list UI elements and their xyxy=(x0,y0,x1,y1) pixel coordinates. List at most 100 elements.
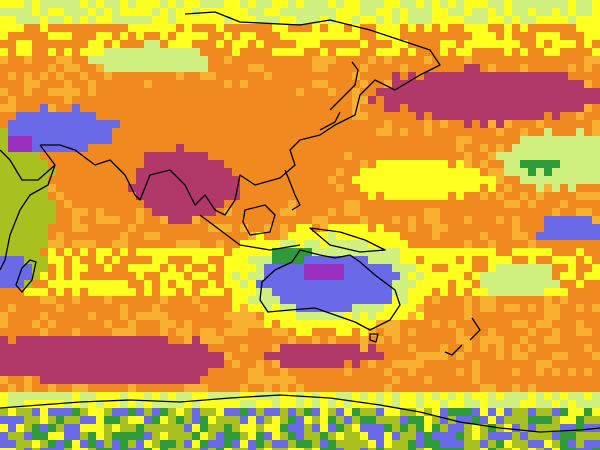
grid-cell xyxy=(520,32,528,40)
grid-cell xyxy=(96,336,104,344)
grid-cell xyxy=(80,120,88,128)
grid-cell xyxy=(320,432,328,440)
grid-cell xyxy=(72,336,80,344)
grid-cell xyxy=(552,408,560,416)
grid-cell xyxy=(464,408,472,416)
grid-cell xyxy=(96,32,104,40)
grid-cell xyxy=(328,296,336,304)
grid-cell xyxy=(568,360,576,368)
grid-cell xyxy=(376,64,384,72)
grid-cell xyxy=(480,96,488,104)
grid-cell xyxy=(512,224,520,232)
grid-cell xyxy=(288,208,296,216)
grid-cell xyxy=(32,248,40,256)
grid-cell xyxy=(328,96,336,104)
grid-cell xyxy=(176,144,184,152)
grid-cell xyxy=(104,208,112,216)
grid-cell xyxy=(496,88,504,96)
grid-cell xyxy=(168,8,176,16)
grid-cell xyxy=(240,336,248,344)
grid-cell xyxy=(24,144,32,152)
grid-cell xyxy=(488,16,496,24)
grid-cell xyxy=(32,264,40,272)
grid-cell xyxy=(552,160,560,168)
grid-cell xyxy=(176,264,184,272)
grid-cell xyxy=(528,208,536,216)
grid-cell xyxy=(528,72,536,80)
grid-cell xyxy=(40,400,48,408)
grid-cell xyxy=(0,424,8,432)
grid-cell xyxy=(384,56,392,64)
grid-cell xyxy=(176,72,184,80)
grid-cell xyxy=(128,88,136,96)
grid-cell xyxy=(152,336,160,344)
grid-cell xyxy=(344,344,352,352)
grid-cell xyxy=(136,224,144,232)
grid-cell xyxy=(72,176,80,184)
grid-cell xyxy=(432,264,440,272)
grid-cell xyxy=(96,56,104,64)
grid-cell xyxy=(24,16,32,24)
grid-cell xyxy=(544,224,552,232)
grid-cell xyxy=(504,448,512,450)
grid-cell xyxy=(480,360,488,368)
grid-cell xyxy=(200,96,208,104)
grid-cell xyxy=(392,416,400,424)
grid-cell xyxy=(96,440,104,448)
grid-cell xyxy=(176,208,184,216)
grid-cell xyxy=(272,144,280,152)
grid-cell xyxy=(376,304,384,312)
grid-cell xyxy=(272,160,280,168)
grid-cell xyxy=(544,280,552,288)
grid-cell xyxy=(320,40,328,48)
grid-cell xyxy=(80,344,88,352)
grid-cell xyxy=(64,360,72,368)
grid-cell xyxy=(368,0,376,8)
grid-cell xyxy=(464,80,472,88)
grid-cell xyxy=(80,168,88,176)
grid-cell xyxy=(536,144,544,152)
grid-cell xyxy=(488,240,496,248)
grid-cell xyxy=(40,120,48,128)
grid-cell xyxy=(352,360,360,368)
grid-cell xyxy=(512,272,520,280)
grid-cell xyxy=(416,248,424,256)
grid-cell xyxy=(504,184,512,192)
grid-cell xyxy=(312,160,320,168)
grid-cell xyxy=(160,144,168,152)
grid-cell xyxy=(328,416,336,424)
grid-cell xyxy=(400,208,408,216)
grid-cell xyxy=(40,104,48,112)
grid-cell xyxy=(40,176,48,184)
grid-cell xyxy=(424,392,432,400)
grid-cell xyxy=(472,296,480,304)
grid-cell xyxy=(256,208,264,216)
grid-cell xyxy=(40,408,48,416)
grid-cell xyxy=(64,296,72,304)
grid-cell xyxy=(576,248,584,256)
grid-cell xyxy=(584,328,592,336)
grid-cell xyxy=(240,8,248,16)
grid-cell xyxy=(312,416,320,424)
grid-cell xyxy=(496,280,504,288)
grid-cell xyxy=(408,280,416,288)
grid-cell xyxy=(304,72,312,80)
grid-cell xyxy=(408,248,416,256)
grid-cell xyxy=(528,160,536,168)
grid-cell xyxy=(152,56,160,64)
grid-cell xyxy=(352,224,360,232)
grid-cell xyxy=(48,312,56,320)
grid-cell xyxy=(328,344,336,352)
grid-cell xyxy=(216,224,224,232)
grid-cell xyxy=(112,104,120,112)
grid-cell xyxy=(560,0,568,8)
grid-cell xyxy=(224,272,232,280)
grid-cell xyxy=(416,320,424,328)
grid-cell xyxy=(424,424,432,432)
grid-cell xyxy=(328,24,336,32)
grid-cell xyxy=(496,360,504,368)
grid-cell xyxy=(200,128,208,136)
grid-cell xyxy=(552,96,560,104)
grid-cell xyxy=(192,160,200,168)
grid-cell xyxy=(184,80,192,88)
